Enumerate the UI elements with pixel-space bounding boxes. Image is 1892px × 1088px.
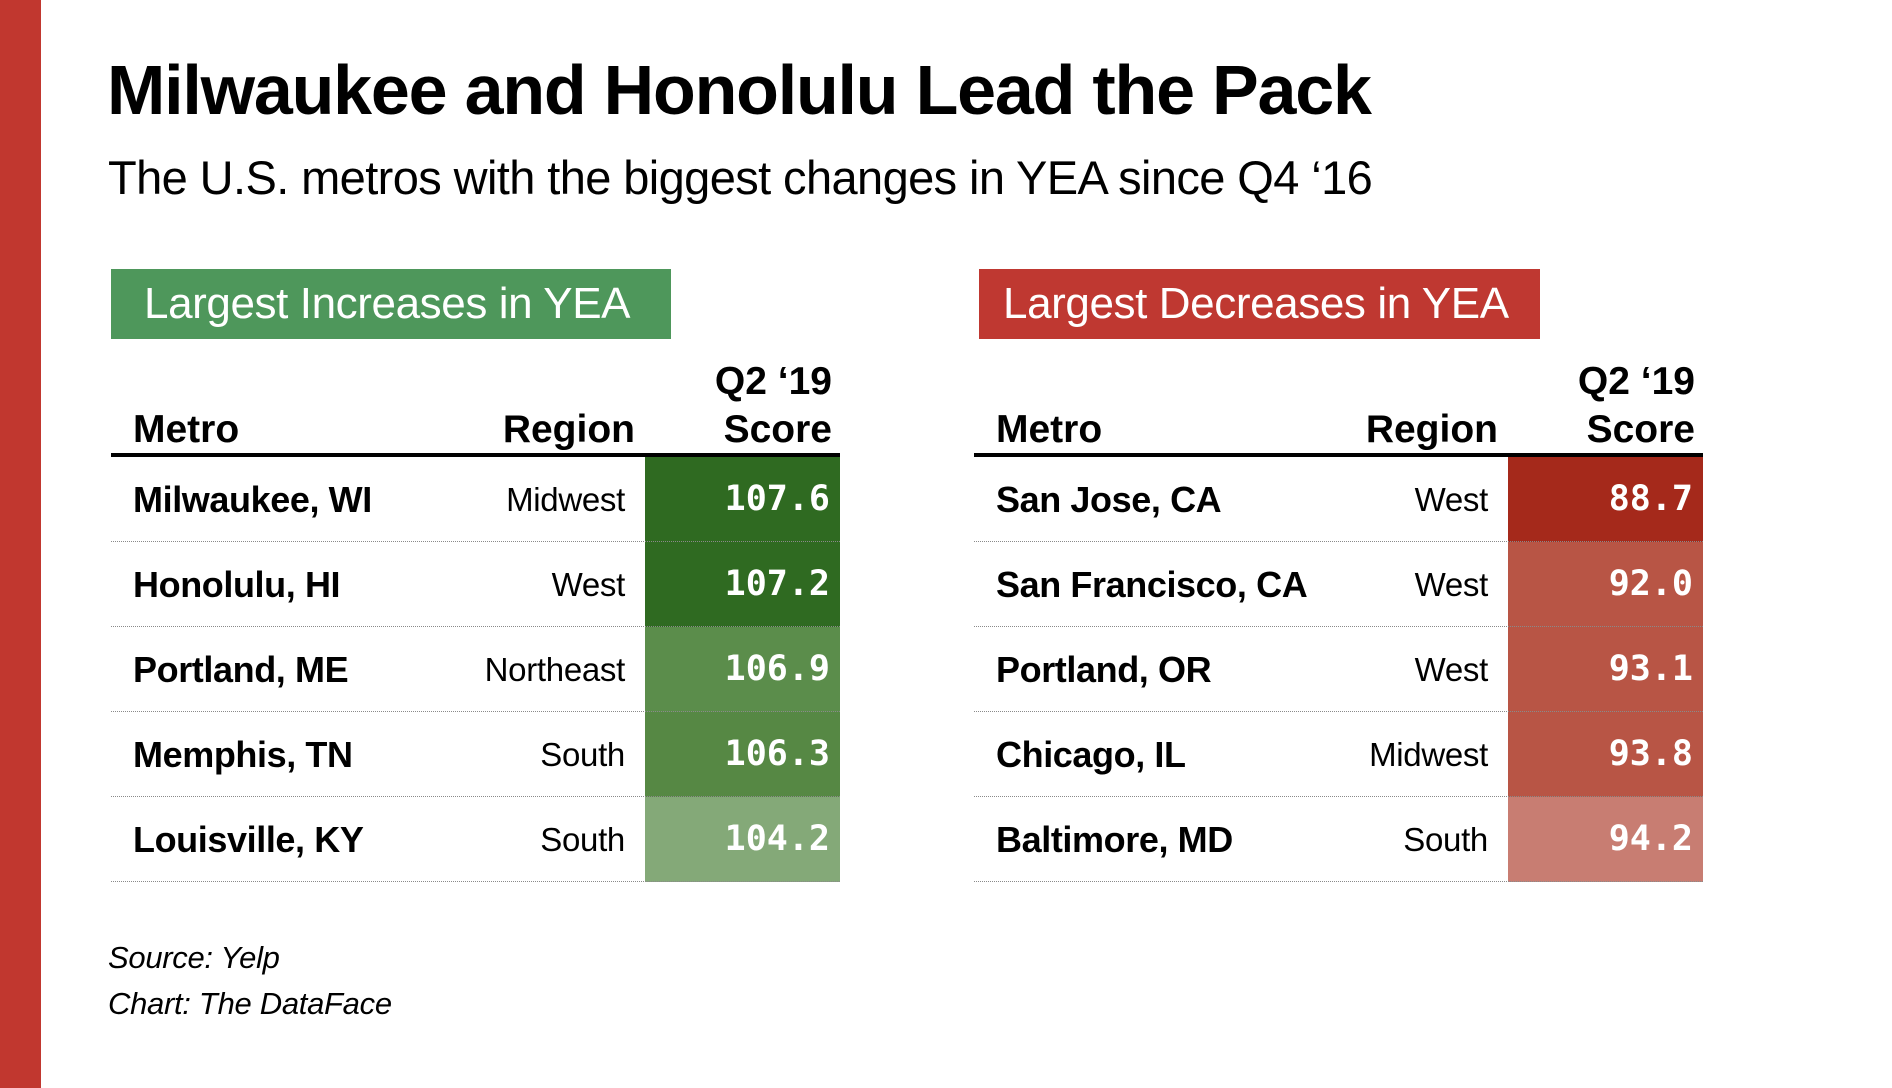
metro-cell: Baltimore, MD <box>996 819 1233 860</box>
source-note: Source: Yelp <box>108 940 280 975</box>
table-row: Portland, ME Northeast 106.9 <box>111 627 840 712</box>
metro-cell: Chicago, IL <box>996 734 1186 775</box>
region-cell: Midwest <box>506 481 625 518</box>
region-cell: South <box>540 736 625 773</box>
metro-cell: Memphis, TN <box>133 734 353 775</box>
table-row: Portland, OR West 93.1 <box>974 627 1703 712</box>
region-cell: Midwest <box>1369 736 1488 773</box>
column-header-metro: Metro <box>133 408 240 451</box>
metro-cell: Portland, OR <box>996 649 1212 690</box>
region-cell: West <box>551 566 626 603</box>
header-rule <box>974 453 1703 457</box>
score-cell: 93.8 <box>1508 712 1703 797</box>
column-header-score: Score <box>1586 408 1695 451</box>
table-row: Chicago, IL Midwest 93.8 <box>974 712 1703 797</box>
region-cell: West <box>1414 481 1489 518</box>
increases-badge: Largest Increases in YEA <box>111 269 671 339</box>
score-cell: 107.2 <box>645 542 840 627</box>
column-header-metro: Metro <box>996 408 1103 451</box>
increases-table-header: Metro Region Q2 ‘19 Score <box>111 349 840 453</box>
metro-cell: Milwaukee, WI <box>133 479 372 520</box>
table-row: San Jose, CA West 88.7 <box>974 457 1703 542</box>
credit-note: Chart: The DataFace <box>108 986 392 1021</box>
accent-side-bar <box>0 0 41 1088</box>
region-cell: South <box>1403 821 1488 858</box>
region-cell: West <box>1414 651 1489 688</box>
score-cell: 92.0 <box>1508 542 1703 627</box>
metro-cell: San Francisco, CA <box>996 564 1308 605</box>
table-row: San Francisco, CA West 92.0 <box>974 542 1703 627</box>
header-rule <box>111 453 840 457</box>
decreases-badge: Largest Decreases in YEA <box>979 269 1540 339</box>
score-cell: 94.2 <box>1508 797 1703 882</box>
score-cell: 106.3 <box>645 712 840 797</box>
chart-subtitle: The U.S. metros with the biggest changes… <box>108 151 1373 204</box>
column-header-score-period: Q2 ‘19 <box>714 360 832 403</box>
column-header-score: Score <box>723 408 832 451</box>
decreases-table-header: Metro Region Q2 ‘19 Score <box>974 349 1703 453</box>
column-header-region: Region <box>502 408 635 451</box>
table-row: Milwaukee, WI Midwest 107.6 <box>111 457 840 542</box>
score-cell: 106.9 <box>645 627 840 712</box>
table-row: Honolulu, HI West 107.2 <box>111 542 840 627</box>
region-cell: South <box>540 821 625 858</box>
metro-cell: Portland, ME <box>133 649 349 690</box>
metro-cell: Honolulu, HI <box>133 564 341 605</box>
column-header-region: Region <box>1365 408 1498 451</box>
decreases-table-body: San Jose, CA West 88.7 San Francisco, CA Wes… <box>974 457 1703 882</box>
chart-title: Milwaukee and Honolulu Lead the Pack <box>107 51 1372 129</box>
score-cell: 93.1 <box>1508 627 1703 712</box>
region-cell: West <box>1414 566 1489 603</box>
table-row: Memphis, TN South 106.3 <box>111 712 840 797</box>
increases-table-body: Milwaukee, WI Midwest 107.6 Honolulu, HI Wes… <box>111 457 840 882</box>
score-cell: 104.2 <box>645 797 840 882</box>
table-row: Louisville, KY South 104.2 <box>111 797 840 882</box>
region-cell: Northeast <box>484 651 626 688</box>
metro-cell: San Jose, CA <box>996 479 1222 520</box>
table-row: Baltimore, MD South 94.2 <box>974 797 1703 882</box>
score-cell: 107.6 <box>645 457 840 542</box>
column-header-score-period: Q2 ‘19 <box>1577 360 1695 403</box>
score-cell: 88.7 <box>1508 457 1703 542</box>
chart-footer: Source: Yelp Chart: The DataFace <box>108 935 392 1027</box>
metro-cell: Louisville, KY <box>133 819 364 860</box>
